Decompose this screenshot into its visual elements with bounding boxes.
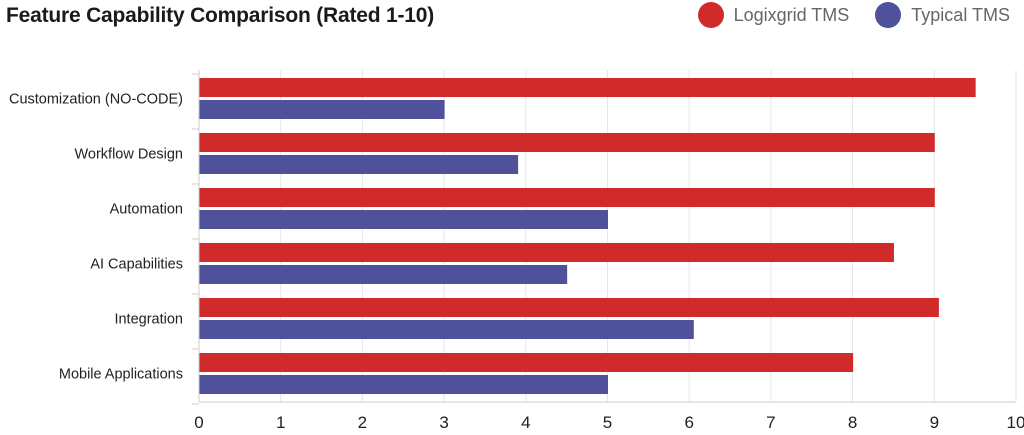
x-tick-label: 1 — [276, 413, 285, 432]
legend: Logixgrid TMS Typical TMS — [697, 2, 1010, 28]
x-tick-label: 2 — [358, 413, 367, 432]
bar — [199, 210, 608, 229]
x-tick-label: 4 — [521, 413, 530, 432]
x-tick-label: 9 — [930, 413, 939, 432]
category-label: Workflow Design — [74, 147, 183, 163]
legend-item-logixgrid[interactable]: Logixgrid TMS — [697, 2, 850, 28]
bar — [199, 298, 939, 317]
chart-title: Feature Capability Comparison (Rated 1-1… — [6, 4, 435, 27]
x-tick-label: 0 — [194, 413, 203, 432]
bar — [199, 243, 894, 262]
bar — [199, 188, 935, 207]
legend-item-typical[interactable]: Typical TMS — [875, 2, 1010, 28]
bar — [199, 100, 445, 119]
legend-swatch-logixgrid — [697, 2, 724, 28]
bar — [199, 375, 608, 394]
x-tick-label: 10 — [1007, 413, 1024, 432]
x-tick-label: 3 — [439, 413, 448, 432]
bar — [199, 265, 568, 284]
x-tick-label: 5 — [603, 413, 612, 432]
bar — [199, 353, 854, 372]
category-label: Customization (NO-CODE) — [9, 92, 183, 108]
category-label: AI Capabilities — [90, 257, 183, 273]
x-tick-label: 6 — [684, 413, 693, 432]
legend-label-typical: Typical TMS — [911, 4, 1010, 25]
bar — [199, 133, 935, 152]
legend-label-logixgrid: Logixgrid TMS — [733, 4, 850, 25]
x-tick-label: 7 — [766, 413, 775, 432]
bar — [199, 155, 519, 174]
category-label: Integration — [114, 312, 183, 328]
bar — [199, 78, 976, 97]
x-tick-label: 8 — [848, 413, 857, 432]
bar — [199, 320, 694, 339]
legend-swatch-typical — [875, 2, 902, 28]
category-label: Mobile Applications — [59, 367, 183, 383]
category-label: Automation — [110, 202, 183, 218]
